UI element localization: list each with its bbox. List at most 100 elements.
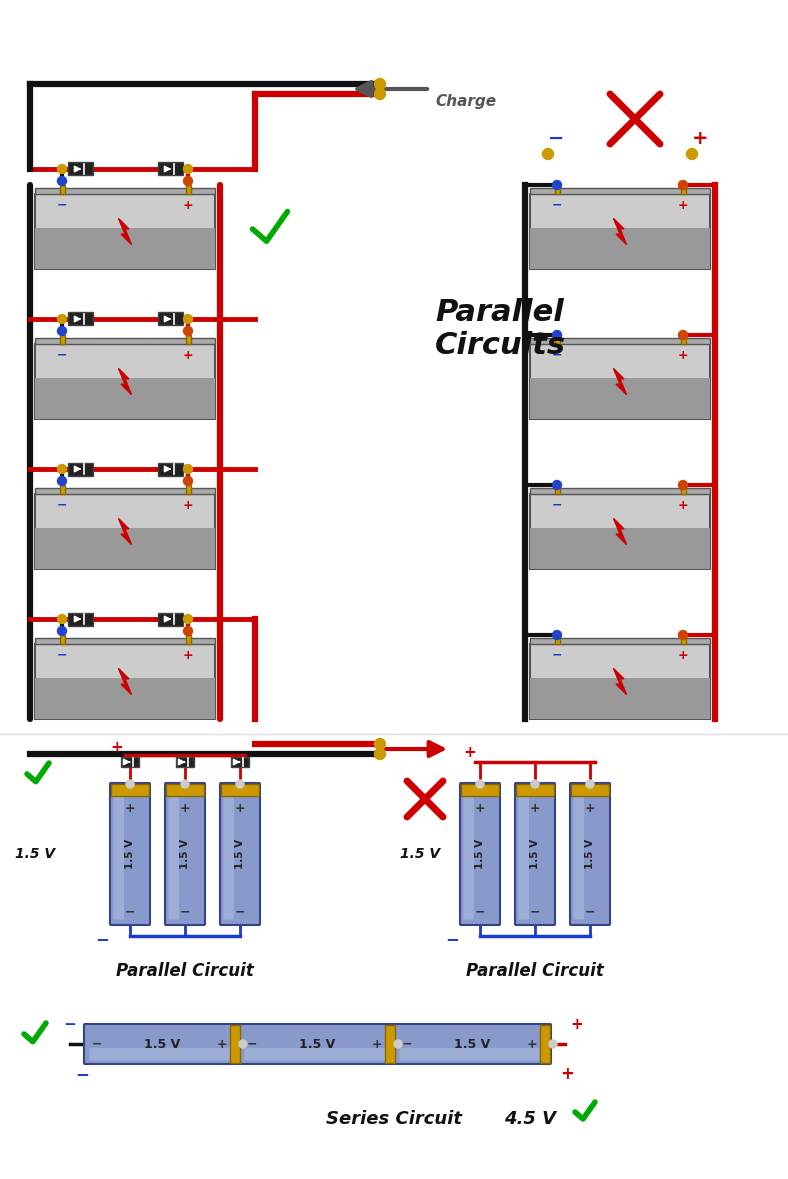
Text: 1.5 V: 1.5 V [530,839,540,869]
Text: +: + [474,803,485,816]
Circle shape [58,327,66,336]
Text: −: − [57,199,67,212]
Text: −: − [552,499,563,512]
Text: −: − [402,1038,412,1050]
FancyBboxPatch shape [530,187,710,195]
FancyBboxPatch shape [35,344,215,419]
FancyBboxPatch shape [394,1025,551,1063]
Text: +: + [217,1038,227,1050]
FancyBboxPatch shape [530,494,710,569]
Text: 1.5 V: 1.5 V [585,839,595,869]
FancyBboxPatch shape [60,335,65,344]
Text: Parallel
Circuits: Parallel Circuits [434,298,566,361]
Text: +: + [678,199,688,212]
FancyBboxPatch shape [681,635,686,644]
Text: 4.5 V: 4.5 V [504,1109,556,1128]
FancyBboxPatch shape [239,1025,396,1063]
FancyBboxPatch shape [35,494,215,569]
Circle shape [586,780,594,788]
Circle shape [552,180,562,190]
Text: Series Circuit: Series Circuit [326,1109,462,1128]
Circle shape [531,780,539,788]
Text: 1.5 V: 1.5 V [125,839,135,869]
Circle shape [239,1040,247,1048]
FancyBboxPatch shape [463,789,474,920]
Circle shape [542,149,553,159]
Text: +: + [678,648,688,661]
FancyBboxPatch shape [530,638,710,644]
Circle shape [184,165,192,173]
Circle shape [184,465,192,474]
Text: 1.5 V: 1.5 V [455,1038,491,1050]
FancyBboxPatch shape [60,485,65,494]
Text: +: + [183,499,193,512]
FancyBboxPatch shape [113,789,124,920]
FancyBboxPatch shape [35,195,215,269]
FancyBboxPatch shape [461,784,499,796]
FancyBboxPatch shape [530,338,710,344]
Circle shape [58,177,66,185]
FancyBboxPatch shape [35,338,215,344]
FancyBboxPatch shape [166,784,204,796]
Circle shape [549,1040,557,1048]
Text: −: − [91,1038,102,1050]
FancyBboxPatch shape [220,783,260,926]
Circle shape [58,315,66,323]
FancyBboxPatch shape [224,789,234,920]
Circle shape [552,330,562,340]
Circle shape [126,780,134,788]
FancyBboxPatch shape [540,1025,550,1063]
FancyBboxPatch shape [516,784,554,796]
Text: −: − [57,349,67,362]
FancyBboxPatch shape [530,644,710,719]
Circle shape [184,327,192,336]
FancyBboxPatch shape [681,185,686,195]
FancyBboxPatch shape [110,783,150,926]
Circle shape [181,780,189,788]
Polygon shape [613,519,626,545]
Circle shape [678,180,687,190]
Circle shape [184,177,192,185]
FancyBboxPatch shape [169,789,179,920]
Text: +: + [235,803,245,816]
Text: −: − [552,648,563,661]
FancyBboxPatch shape [35,187,215,195]
Circle shape [374,88,385,99]
FancyBboxPatch shape [570,783,610,926]
FancyBboxPatch shape [185,635,191,644]
Text: +: + [585,803,595,816]
FancyBboxPatch shape [158,613,183,626]
FancyBboxPatch shape [530,488,710,494]
Circle shape [476,780,484,788]
Text: +: + [183,349,193,362]
Circle shape [678,481,687,489]
FancyBboxPatch shape [231,757,249,768]
Circle shape [184,476,192,486]
FancyBboxPatch shape [158,462,183,475]
FancyBboxPatch shape [35,228,215,269]
FancyBboxPatch shape [35,644,215,719]
FancyBboxPatch shape [460,783,500,926]
Text: 1.5 V: 1.5 V [15,847,55,861]
FancyBboxPatch shape [681,485,686,494]
Circle shape [552,481,562,489]
Text: +: + [570,1017,583,1032]
FancyBboxPatch shape [68,163,92,176]
Text: +: + [678,349,688,362]
FancyBboxPatch shape [35,638,215,644]
Text: +: + [183,199,193,212]
Text: −: − [57,648,67,661]
Circle shape [58,465,66,474]
Circle shape [184,315,192,323]
Text: Charge: Charge [435,94,496,108]
FancyBboxPatch shape [185,185,191,195]
FancyBboxPatch shape [555,185,559,195]
FancyBboxPatch shape [519,789,529,920]
Circle shape [552,631,562,639]
FancyBboxPatch shape [35,488,215,494]
Text: 1.5 V: 1.5 V [235,839,245,869]
Text: −: − [247,1038,257,1050]
FancyBboxPatch shape [35,377,215,419]
Text: +: + [463,745,476,760]
FancyBboxPatch shape [530,195,710,269]
